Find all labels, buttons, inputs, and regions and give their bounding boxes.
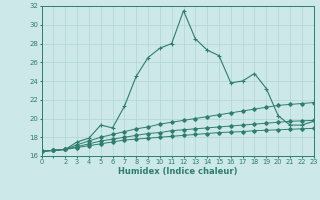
X-axis label: Humidex (Indice chaleur): Humidex (Indice chaleur) [118, 167, 237, 176]
